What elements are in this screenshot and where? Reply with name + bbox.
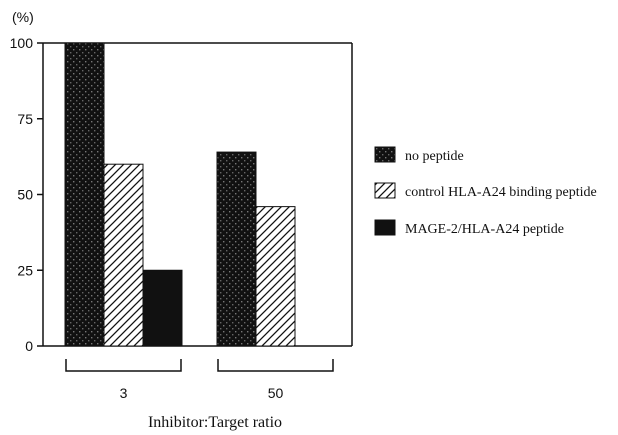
y-axis-ticks: 0 25 50 75 100 [10,35,43,354]
legend-swatch-solid [374,219,396,236]
legend-swatch-hatched [374,182,396,199]
legend: no peptide control HLA-A24 binding peptid… [374,146,597,237]
legend-swatch-dotted [374,146,396,163]
bar-solid-3 [142,269,183,347]
x-group-bracket [65,359,182,372]
bars-group [64,42,296,347]
legend-label: no peptide [405,149,464,164]
y-tick-label: 0 [25,338,33,354]
bar-dotted-3 [64,42,105,347]
bar-hatched-3 [103,163,144,347]
x-category-label: 50 [268,385,284,401]
legend-label: control HLA-A24 binding peptide [405,185,597,200]
bar-dotted-50 [216,151,257,347]
legend-label: MAGE-2/HLA-A24 peptide [405,222,564,237]
y-tick-label: 100 [10,35,34,51]
x-category-label: 3 [120,385,128,401]
bar-hatched-50 [255,206,296,347]
x-axis-label: Inhibitor:Target ratio [148,414,282,431]
y-tick-label: 75 [17,111,33,127]
x-axis-groups: 3 50 [65,359,334,401]
y-tick-label: 25 [17,262,33,278]
x-group-bracket [217,359,334,372]
y-axis-label: (%) [12,9,34,25]
y-tick-label: 50 [17,187,33,203]
